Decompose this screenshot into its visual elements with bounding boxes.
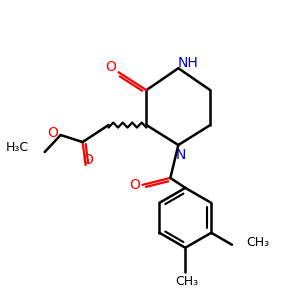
Text: H₃C: H₃C [6, 140, 29, 154]
Text: O: O [129, 178, 140, 192]
Text: O: O [105, 60, 116, 74]
Text: O: O [47, 126, 58, 140]
Text: O: O [82, 153, 93, 167]
Text: NH: NH [178, 56, 199, 70]
Text: CH₃: CH₃ [176, 275, 199, 288]
Text: CH₃: CH₃ [246, 236, 269, 249]
Text: N: N [175, 148, 185, 162]
